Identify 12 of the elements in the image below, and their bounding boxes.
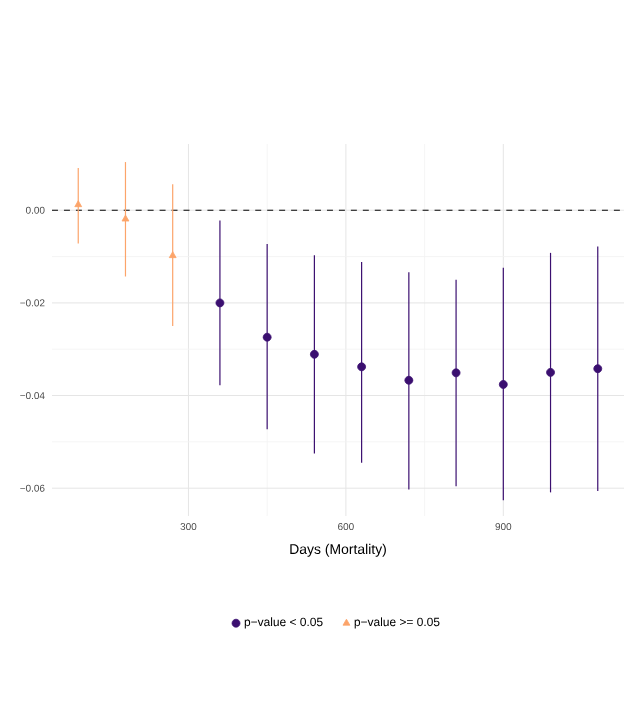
point <box>168 251 177 259</box>
point <box>262 332 272 342</box>
point <box>546 368 555 377</box>
point <box>357 362 366 372</box>
point <box>404 375 414 385</box>
point <box>310 349 319 359</box>
point <box>593 364 603 374</box>
point <box>498 380 508 389</box>
point <box>74 200 83 208</box>
point <box>215 298 225 308</box>
point <box>451 368 461 378</box>
point <box>121 214 130 222</box>
